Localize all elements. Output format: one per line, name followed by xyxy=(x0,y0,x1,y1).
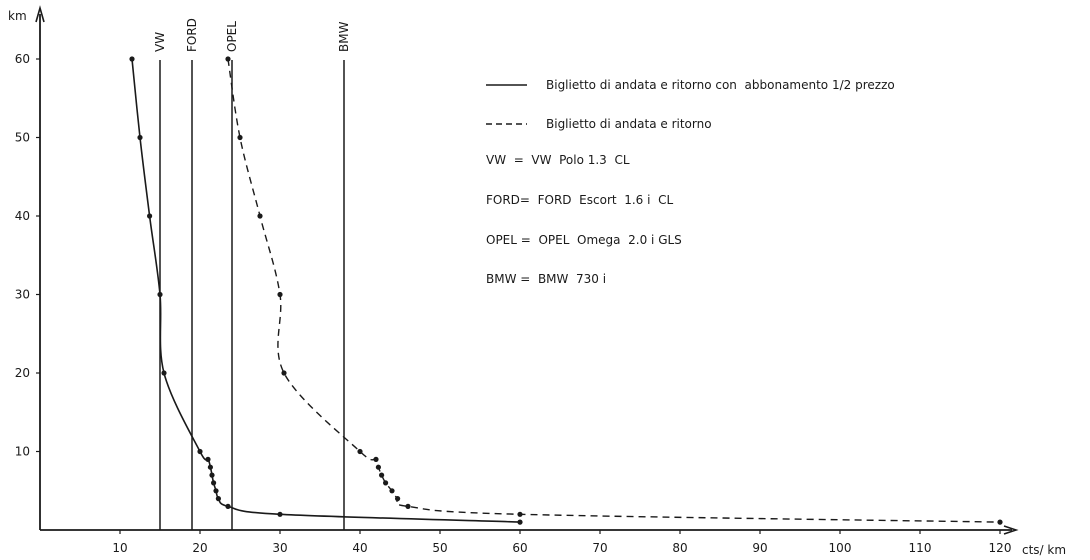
data-point xyxy=(281,370,287,376)
data-point xyxy=(215,496,221,502)
data-point xyxy=(357,448,363,455)
ref-label-opel: OPEL xyxy=(225,21,239,52)
x-axis-label: cts/ km xyxy=(1022,543,1066,557)
axes: km cts/ km xyxy=(8,5,1066,557)
data-point xyxy=(205,456,211,462)
legend-dashed-label: Biglietto di andata e ritorno xyxy=(546,117,712,131)
key-vw: VW = VW Polo 1.3 CL xyxy=(486,153,630,167)
x-tick-label: 100 xyxy=(829,541,852,555)
ref-label-ford: FORD xyxy=(185,18,199,52)
data-point xyxy=(257,213,263,219)
series-line-solid xyxy=(131,58,521,523)
data-point xyxy=(997,519,1003,525)
ref-label-bmw: BMW xyxy=(337,21,351,52)
x-tick-label: 40 xyxy=(352,541,367,555)
x-tick-label: 20 xyxy=(192,541,207,555)
x-tick-label: 50 xyxy=(432,541,447,555)
y-tick-label: 10 xyxy=(15,445,30,459)
data-point xyxy=(211,480,217,486)
data-point xyxy=(197,448,203,455)
y-tick-label: 50 xyxy=(15,131,30,145)
legend: Biglietto di andata e ritorno con abbona… xyxy=(486,78,895,286)
data-point xyxy=(277,291,283,298)
data-point xyxy=(395,496,401,502)
y-tick-label: 60 xyxy=(15,52,30,66)
y-axis-arrow-icon xyxy=(35,5,45,23)
x-axis-arrow-icon xyxy=(1003,525,1019,535)
data-point xyxy=(517,519,523,525)
data-point xyxy=(225,503,231,509)
series-line-dashed xyxy=(227,58,1001,523)
data-point xyxy=(383,480,389,486)
data-point xyxy=(405,503,411,509)
x-tick-label: 10 xyxy=(112,541,127,555)
x-tick-label: 70 xyxy=(592,541,607,555)
data-point xyxy=(389,488,395,494)
x-tick-label: 110 xyxy=(909,541,932,555)
y-axis-label: km xyxy=(8,9,27,23)
data-point xyxy=(137,134,143,141)
series-group xyxy=(129,56,1003,525)
reference-lines: VW FORD OPEL BMW xyxy=(153,18,351,530)
data-point xyxy=(373,456,379,462)
data-point xyxy=(225,56,231,62)
data-point xyxy=(277,511,283,517)
y-tick-label: 40 xyxy=(15,209,30,223)
data-point xyxy=(147,213,153,219)
data-point xyxy=(375,464,381,470)
data-point xyxy=(161,370,167,376)
x-tick-label: 90 xyxy=(752,541,767,555)
x-tick-label: 30 xyxy=(272,541,287,555)
legend-solid-label: Biglietto di andata e ritorno con abbona… xyxy=(546,78,895,92)
data-point xyxy=(207,464,213,470)
x-tick-label: 120 xyxy=(989,541,1012,555)
data-point xyxy=(157,291,163,298)
key-ford: FORD= FORD Escort 1.6 i CL xyxy=(486,193,673,207)
data-point xyxy=(213,488,219,494)
data-point xyxy=(209,472,215,478)
y-tick-label: 20 xyxy=(15,366,30,380)
x-tick-label: 80 xyxy=(672,541,687,555)
ticks: 10 20 30 40 50 60 70 80 90 100 110 120 10 20 30 40 50 60 xyxy=(15,52,1012,555)
data-point xyxy=(237,134,243,141)
ref-label-vw: VW xyxy=(153,32,167,52)
y-tick-label: 30 xyxy=(15,288,30,302)
key-bmw: BMW = BMW 730 i xyxy=(486,272,606,286)
key-opel: OPEL = OPEL Omega 2.0 i GLS xyxy=(486,233,682,247)
x-tick-label: 60 xyxy=(512,541,527,555)
data-point xyxy=(517,511,523,517)
data-point xyxy=(379,472,385,478)
data-point xyxy=(129,56,135,62)
